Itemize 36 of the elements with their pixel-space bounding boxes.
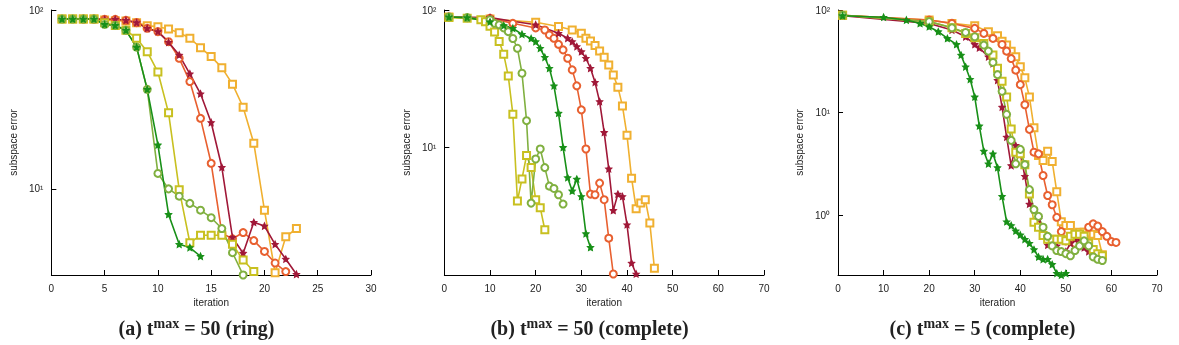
x-tick-label: 5 <box>101 282 108 294</box>
y-axis-title: subspace error <box>793 108 805 176</box>
y-tick-label: 10¹ <box>28 183 45 195</box>
x-tick-label: 30 <box>969 282 981 294</box>
x-tick-label: 25 <box>312 282 324 294</box>
x-tick-label: 10 <box>878 282 890 294</box>
x-tick-label: 50 <box>1060 282 1072 294</box>
x-tick-label: 10 <box>152 282 164 294</box>
x-tick-label: 70 <box>1151 282 1163 294</box>
x-tick-label: 0 <box>835 282 842 294</box>
y-axis-title: subspace error <box>400 108 412 176</box>
y-tick-label: 10² <box>421 4 438 16</box>
x-axis-title: iteration <box>979 297 1016 309</box>
x-tick-label: 70 <box>758 282 770 294</box>
y-tick-label: 10¹ <box>815 107 831 119</box>
x-tick-label: 30 <box>575 282 588 294</box>
x-tick-label: 10 <box>484 282 497 294</box>
x-tick-label: 30 <box>365 282 377 294</box>
x-tick-label: 60 <box>1105 282 1118 294</box>
x-tick-label: 20 <box>258 282 271 294</box>
x-tick-label: 20 <box>923 282 936 294</box>
x-tick-label: 15 <box>205 282 218 294</box>
y-tick-label: 10⁰ <box>814 209 831 221</box>
x-tick-label: 40 <box>1014 282 1027 294</box>
y-tick-label: 10¹ <box>421 141 438 153</box>
x-tick-label: 50 <box>667 282 679 294</box>
y-tick-label: 10² <box>815 4 831 16</box>
x-axis-title: iteration <box>193 297 229 309</box>
x-tick-label: 0 <box>48 282 55 294</box>
y-tick-label: 10² <box>28 4 45 16</box>
x-tick-label: 0 <box>441 282 448 294</box>
x-tick-label: 40 <box>621 282 634 294</box>
x-tick-label: 20 <box>530 282 542 294</box>
y-axis-title: subspace error <box>7 108 19 176</box>
x-tick-label: 60 <box>712 282 725 294</box>
x-axis-title: iteration <box>586 297 622 309</box>
